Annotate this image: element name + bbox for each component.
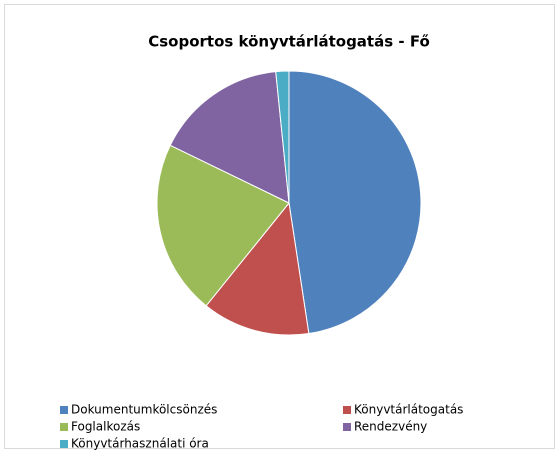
pie-slice (275, 70, 290, 204)
pie-slice (169, 71, 290, 204)
legend-swatch (60, 423, 68, 431)
legend-label: Dokumentumkölcsönzés (71, 403, 217, 417)
legend-swatch (60, 406, 68, 414)
legend-label: Könyvtárhasználati óra (71, 437, 209, 451)
pie-slice (288, 70, 422, 335)
chart-title: Csoportos könyvtárlátogatás - Fő (148, 33, 430, 51)
legend-swatch (343, 423, 351, 431)
legend-swatch (60, 440, 68, 448)
legend-label: Könyvtárlátogatás (354, 403, 463, 417)
pie-slice (205, 201, 310, 336)
legend-label: Rendezvény (354, 420, 427, 434)
pie-slice (156, 144, 290, 307)
legend-swatch (343, 406, 351, 414)
legend-label: Foglalkozás (71, 420, 140, 434)
